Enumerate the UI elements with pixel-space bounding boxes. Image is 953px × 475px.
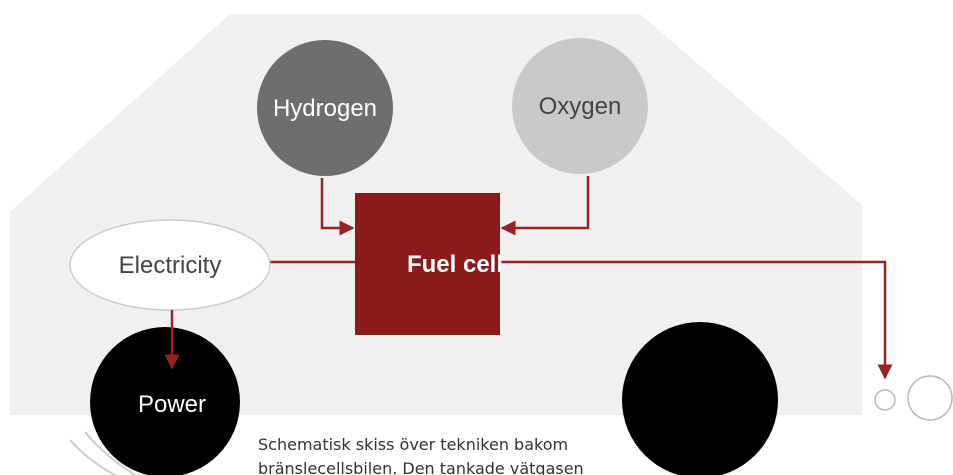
hydrogen-label: Hydrogen bbox=[273, 95, 377, 122]
fuel-cell-label: Fuel cell bbox=[407, 251, 503, 278]
rear-wheel bbox=[622, 322, 778, 475]
exhaust-bubble bbox=[907, 375, 953, 421]
electricity-node bbox=[69, 219, 271, 311]
caption-line: bränslecellsbilen. Den tankade vätgasen bbox=[258, 459, 584, 475]
caption-line: Schematisk skiss över tekniken bakom bbox=[258, 435, 568, 454]
power-wheel bbox=[90, 327, 240, 475]
power-label: Power bbox=[138, 391, 206, 418]
hydrogen-arrow bbox=[320, 178, 355, 236]
oxygen-node bbox=[512, 38, 648, 174]
exhaust-bubble bbox=[874, 389, 896, 411]
motion-lines bbox=[69, 431, 136, 475]
fuel-cell-node bbox=[355, 193, 500, 335]
oxygen-label: Oxygen bbox=[539, 93, 622, 120]
hydrogen-node bbox=[257, 40, 393, 176]
oxygen-arrow bbox=[500, 176, 590, 236]
exhaust-arrow bbox=[500, 260, 893, 380]
electricity-label: Electricity bbox=[119, 252, 222, 279]
